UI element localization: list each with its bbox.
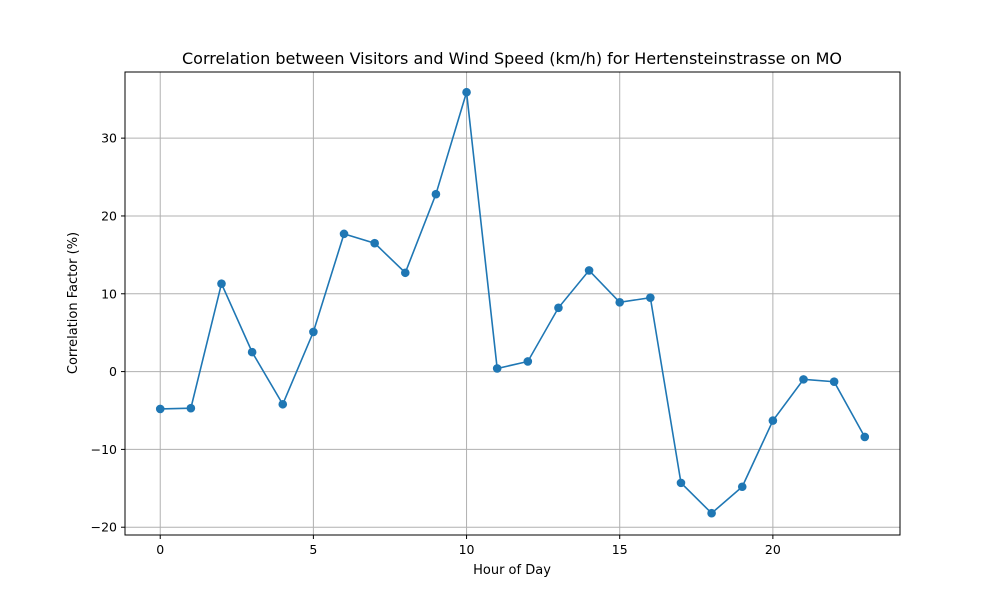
data-point (860, 432, 870, 442)
x-tick-label: 15 (612, 542, 628, 557)
y-tick-label: 0 (109, 364, 117, 379)
data-point (217, 279, 226, 288)
data-point (462, 87, 471, 97)
x-tick-label: 5 (309, 542, 317, 557)
data-point (339, 229, 349, 239)
data-point (707, 508, 716, 518)
data-point (646, 293, 655, 302)
data-point (799, 375, 808, 384)
data-point (523, 357, 533, 366)
y-tick-label: 10 (101, 286, 117, 301)
data-point (768, 416, 778, 425)
series-layer (155, 87, 870, 518)
chart-title: Correlation between Visitors and Wind Sp… (182, 49, 842, 68)
y-tick-label: 20 (101, 208, 117, 223)
data-point (431, 189, 441, 199)
x-tick-label: 20 (765, 542, 781, 557)
data-point (829, 377, 839, 387)
data-point (584, 266, 594, 275)
y-tick-label: −20 (91, 520, 117, 535)
grid-lines (125, 72, 900, 535)
data-point (554, 303, 563, 313)
data-point (676, 478, 686, 488)
data-point (186, 403, 196, 413)
data-point (492, 364, 502, 373)
y-axis-label: Correlation Factor (%) (66, 232, 81, 374)
data-point (400, 268, 410, 278)
data-point (615, 298, 625, 307)
plot-area-frame (124, 71, 901, 536)
data-point (247, 347, 257, 357)
series-line (160, 92, 866, 515)
y-tick-label: 30 (101, 131, 117, 146)
data-point (155, 404, 165, 414)
axis-ticks: 0 5 10 15 20 −20 −10 0 10 20 30 (91, 131, 781, 557)
x-axis-label: Hour of Day (473, 563, 551, 578)
data-point (370, 238, 379, 248)
data-point (309, 327, 318, 337)
y-tick-label: −10 (91, 442, 117, 457)
x-tick-label: 10 (459, 542, 475, 557)
data-point (278, 399, 288, 409)
x-tick-label: 0 (156, 542, 164, 557)
data-point (737, 482, 747, 492)
